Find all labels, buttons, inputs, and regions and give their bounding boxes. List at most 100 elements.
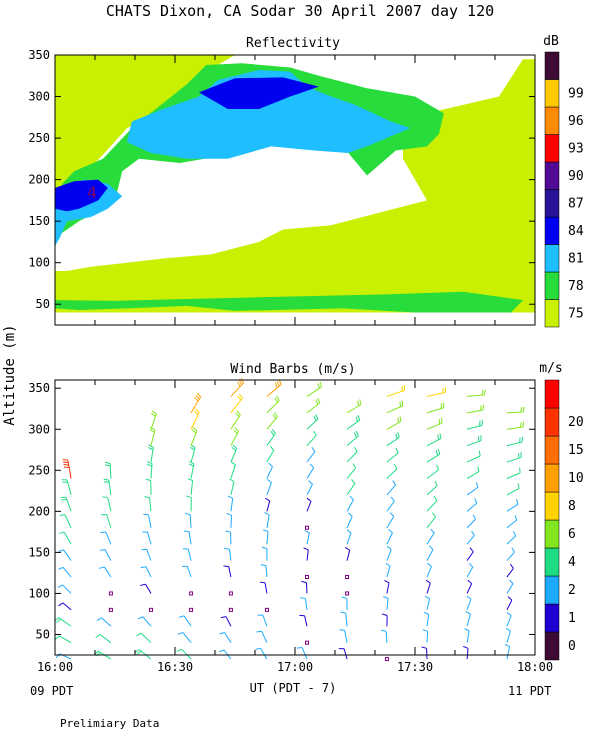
barb-shaft <box>64 514 72 528</box>
wind-barb <box>506 563 514 578</box>
barb-feather <box>191 429 197 434</box>
barb-shaft <box>266 482 272 496</box>
barb-shaft <box>150 429 156 446</box>
wind-barb <box>306 447 316 463</box>
wind-barb <box>230 378 245 397</box>
barb-shaft <box>466 502 478 512</box>
calm-marker <box>345 575 350 580</box>
barb-feather <box>395 448 399 454</box>
wind-barb <box>506 514 518 529</box>
barb-feather <box>58 602 64 607</box>
barb-feather <box>256 630 262 633</box>
barb-shaft <box>345 613 348 627</box>
barb-shaft <box>67 460 72 479</box>
wind-barb <box>230 410 241 430</box>
wind-barb <box>306 463 315 479</box>
barb-feather <box>103 478 109 481</box>
barb-shaft <box>426 422 443 430</box>
barb-shaft <box>426 583 431 594</box>
barb-shaft <box>145 566 152 578</box>
barb-shaft <box>62 584 72 594</box>
barb-feather <box>189 446 195 451</box>
wind-barb <box>338 648 348 660</box>
x-tick-label: 17:30 <box>397 660 433 674</box>
barb-shaft <box>466 471 480 479</box>
barb-feather <box>505 627 511 632</box>
barb-feather <box>196 392 202 398</box>
wind-barb <box>264 511 270 528</box>
wind-barb <box>54 617 72 627</box>
barb-feather <box>146 461 153 465</box>
colorbar-swatch <box>544 463 560 493</box>
wind-barb <box>96 617 112 627</box>
colorbar-label: 75 <box>568 306 584 321</box>
barb-shaft <box>346 451 358 463</box>
wind-barb <box>58 602 72 611</box>
barb-feather <box>99 566 105 569</box>
colorbar-swatch <box>544 299 560 328</box>
barb-feather <box>344 547 350 551</box>
colorbar-label: 87 <box>568 196 584 211</box>
barb-shaft <box>62 567 72 578</box>
barb-shaft <box>106 514 112 528</box>
y-tick-label: 250 <box>28 131 50 145</box>
barb-feather <box>397 432 400 438</box>
wind-barb <box>184 512 192 528</box>
barb-feather <box>432 512 436 518</box>
colorbar-swatch <box>544 603 560 633</box>
barb-feather <box>274 382 278 388</box>
wind-barb <box>346 512 353 528</box>
barb-shaft <box>304 598 308 610</box>
y-axis-label: Altitude (m) <box>2 324 18 425</box>
wind-barb <box>183 530 192 545</box>
wind-barb <box>137 616 152 627</box>
wind-barb <box>344 547 351 561</box>
wind-barb <box>54 635 72 644</box>
barb-feather <box>308 480 313 485</box>
calm-marker <box>149 607 153 612</box>
barb-feather <box>63 466 70 469</box>
reflectivity-axes: 50 100 150 200 250 300 350 <box>28 48 536 325</box>
wind-barb <box>426 512 436 529</box>
barb-feather <box>352 463 357 469</box>
barb-shaft <box>466 583 473 594</box>
barb-feather <box>58 549 64 552</box>
wind-barb <box>462 645 469 660</box>
barb-shaft <box>426 614 430 627</box>
barb-feather <box>145 478 151 482</box>
barb-shaft <box>99 633 112 644</box>
wind-barb <box>301 580 308 594</box>
barb-feather <box>134 649 140 654</box>
wind-barb <box>304 530 310 545</box>
barb-feather <box>104 461 111 465</box>
wind-barb <box>266 412 278 430</box>
wind-barb <box>141 548 152 561</box>
barb-feather <box>355 430 359 437</box>
colorbar-swatch <box>544 575 560 605</box>
barb-feather <box>309 463 315 469</box>
barb-feather <box>313 430 317 436</box>
barb-feather <box>95 633 101 638</box>
barb-feather <box>483 389 486 396</box>
wind-barb <box>146 461 153 479</box>
wind-barb <box>61 479 72 496</box>
barb-shaft <box>386 565 391 578</box>
barb-shaft <box>506 583 514 594</box>
barb-shaft <box>343 648 348 660</box>
barb-feather <box>355 416 359 422</box>
wind-barb <box>426 448 441 463</box>
barb-feather <box>143 513 149 516</box>
wind-barb <box>466 563 474 578</box>
barb-feather <box>140 566 147 569</box>
wind-barb <box>99 566 112 578</box>
barb-feather <box>433 496 438 502</box>
wind-colorbar-unit: m/s <box>539 361 562 376</box>
wind-barb <box>506 467 521 479</box>
wind-barb <box>261 546 268 561</box>
y-tick-label: 150 <box>28 214 50 228</box>
barb-shaft <box>386 598 389 610</box>
wind-barb <box>506 421 525 430</box>
barb-shaft <box>306 484 313 496</box>
barb-feather <box>504 643 510 648</box>
barb-feather <box>346 529 352 534</box>
